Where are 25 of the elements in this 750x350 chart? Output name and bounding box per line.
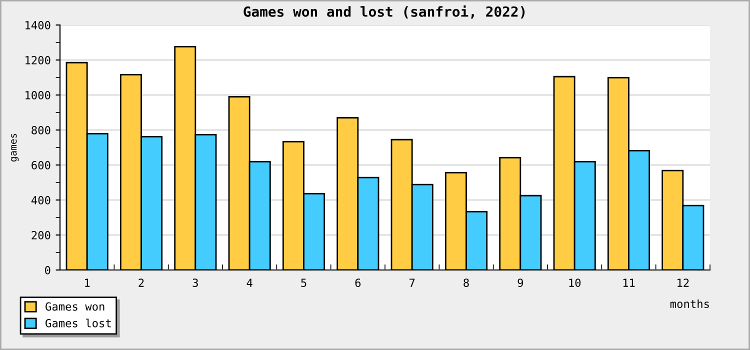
x-tick-label: 4 bbox=[246, 278, 252, 287]
chart-title: Games won and lost (sanfroi, 2022) bbox=[244, 5, 525, 19]
x-tick-label: 11 bbox=[623, 278, 635, 287]
x-tick-label: 6 bbox=[355, 278, 361, 287]
x-tick-label: 10 bbox=[569, 278, 581, 287]
legend-label: Games won bbox=[46, 302, 104, 311]
legend-label: Games lost bbox=[46, 318, 111, 328]
x-tick-label: 5 bbox=[301, 278, 306, 287]
y-tick-label: 200 bbox=[32, 231, 50, 240]
x-tick-label: 12 bbox=[678, 278, 689, 287]
y-tick-label: 1200 bbox=[26, 56, 50, 64]
x-tick-label: 7 bbox=[409, 278, 415, 287]
y-tick-label: 400 bbox=[31, 196, 50, 204]
y-tick-label: 800 bbox=[32, 126, 50, 134]
y-tick-label: 600 bbox=[32, 161, 50, 170]
x-axis-title: months bbox=[670, 299, 709, 308]
x-tick-label: 9 bbox=[518, 278, 524, 287]
x-tick-label: 8 bbox=[464, 278, 469, 287]
y-tick-label: 0 bbox=[45, 266, 50, 274]
y-tick-label: 1400 bbox=[26, 21, 50, 30]
x-tick-label: 3 bbox=[192, 278, 198, 287]
y-axis-title: games bbox=[11, 134, 19, 162]
x-tick-label: 1 bbox=[85, 278, 90, 287]
x-tick-label: 2 bbox=[138, 278, 144, 287]
y-tick-label: 1000 bbox=[26, 91, 50, 100]
